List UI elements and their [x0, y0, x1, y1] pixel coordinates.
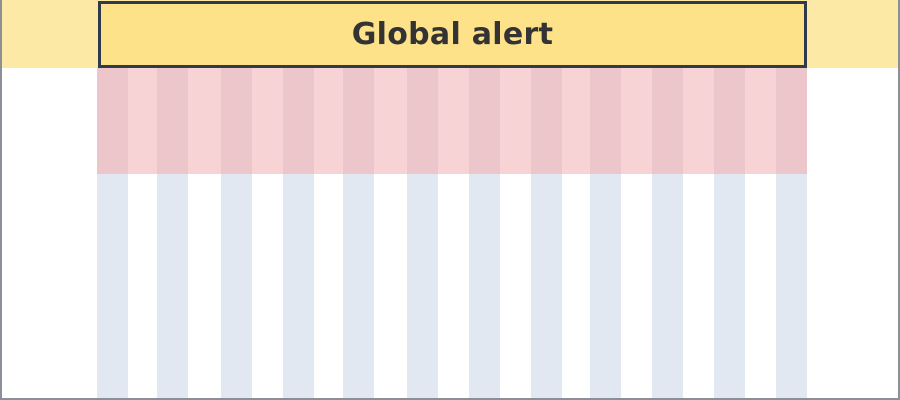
region-column [776, 68, 807, 174]
region-column [469, 68, 500, 174]
region-column [531, 68, 562, 174]
region-column [97, 68, 128, 174]
global-alert-label: Global alert [351, 17, 554, 52]
region-column [221, 68, 252, 174]
global-alert: Global alert [98, 1, 807, 68]
region-column [157, 68, 188, 174]
region-column [590, 68, 621, 174]
content-region [97, 68, 807, 174]
region-column [407, 68, 438, 174]
region-column [714, 68, 745, 174]
region-column [343, 68, 374, 174]
region-column [652, 68, 683, 174]
region-column [283, 68, 314, 174]
